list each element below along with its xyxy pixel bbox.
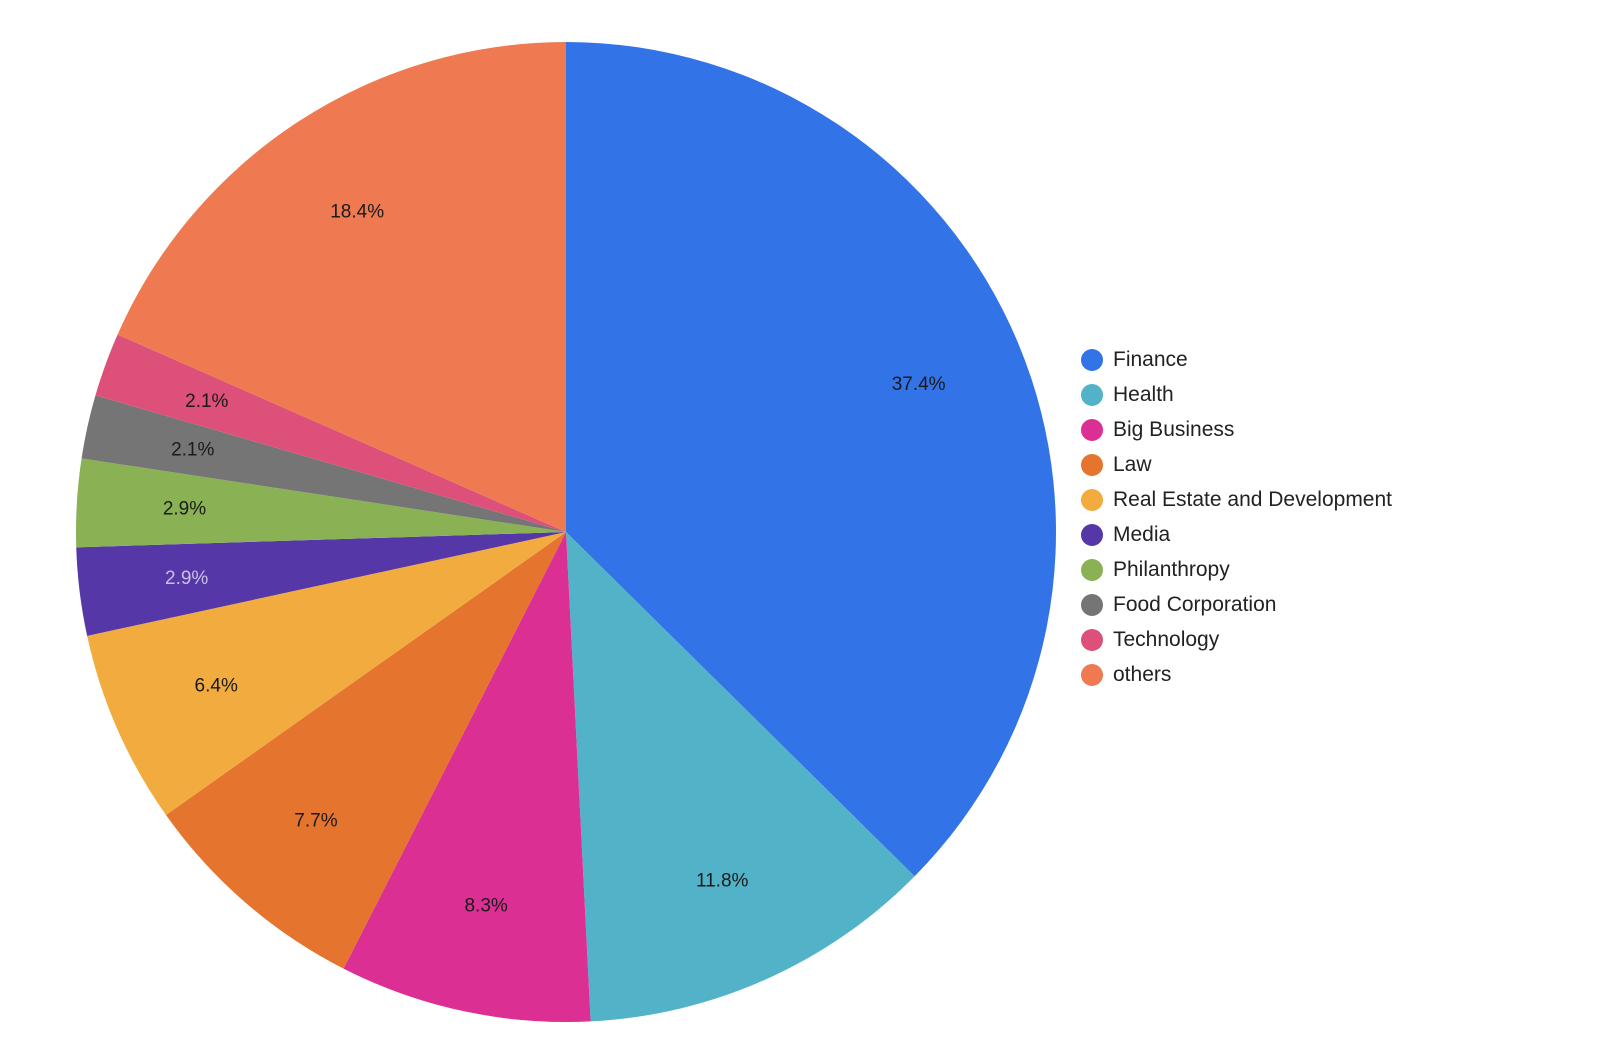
slice-value-label-food-corporation: 2.1% bbox=[171, 439, 214, 460]
legend-item-technology: Technology bbox=[1081, 622, 1392, 657]
pie-slice-real-estate-and-development bbox=[87, 532, 566, 816]
legend-swatch-others bbox=[1081, 663, 1103, 686]
legend-item-media: Media bbox=[1081, 517, 1392, 552]
legend-label-finance: Finance bbox=[1113, 347, 1188, 371]
legend-swatch-health bbox=[1081, 383, 1103, 406]
legend-item-philanthropy: Philanthropy bbox=[1081, 552, 1392, 587]
legend-swatch-finance bbox=[1081, 348, 1103, 371]
legend-label-health: Health bbox=[1113, 382, 1174, 406]
slice-value-label-big-business: 8.3% bbox=[464, 895, 507, 916]
chart-legend: Finance Health Big Business Law Real Estate … bbox=[1081, 342, 1392, 692]
slice-value-label-media: 2.9% bbox=[165, 568, 208, 589]
legend-item-others: others bbox=[1081, 657, 1392, 692]
legend-swatch-media bbox=[1081, 523, 1103, 546]
pie-slice-media bbox=[76, 532, 567, 636]
legend-label-philanthropy: Philanthropy bbox=[1113, 557, 1230, 581]
legend-label-others: others bbox=[1113, 662, 1172, 686]
pie-value-labels: 37.4% 11.8% 8.3% 7.7% 6.4% 2.9% 2.9% 2.1% 2.1% 18… bbox=[163, 201, 946, 916]
pie-slice-big-business bbox=[343, 532, 591, 1022]
legend-label-law: Law bbox=[1113, 452, 1152, 476]
slice-value-label-finance: 37.4% bbox=[892, 374, 946, 395]
slice-value-label-philanthropy: 2.9% bbox=[163, 499, 206, 520]
pie-slice-technology bbox=[95, 334, 567, 532]
legend-swatch-law bbox=[1081, 453, 1103, 476]
legend-item-real-estate-and-development: Real Estate and Development bbox=[1081, 482, 1392, 517]
legend-swatch-technology bbox=[1081, 628, 1103, 651]
legend-swatch-food-corporation bbox=[1081, 593, 1103, 616]
legend-item-health: Health bbox=[1081, 377, 1392, 412]
slice-value-label-law: 7.7% bbox=[294, 811, 337, 832]
pie-slice-food-corporation bbox=[81, 395, 566, 532]
pie-slice-finance bbox=[566, 42, 1056, 877]
legend-swatch-big-business bbox=[1081, 418, 1103, 441]
pie-slice-philanthropy bbox=[75, 458, 566, 548]
slice-value-label-real-estate-and-development: 6.4% bbox=[195, 675, 238, 696]
pie-slices bbox=[75, 42, 1056, 1022]
pie-slice-health bbox=[566, 532, 915, 1022]
legend-item-food-corporation: Food Corporation bbox=[1081, 587, 1392, 622]
legend-item-finance: Finance bbox=[1081, 342, 1392, 377]
legend-item-law: Law bbox=[1081, 447, 1392, 482]
legend-label-big-business: Big Business bbox=[1113, 417, 1235, 441]
legend-label-food-corporation: Food Corporation bbox=[1113, 592, 1277, 616]
slice-value-label-technology: 2.1% bbox=[185, 391, 228, 412]
legend-swatch-real-estate-and-development bbox=[1081, 488, 1103, 511]
legend-item-big-business: Big Business bbox=[1081, 412, 1392, 447]
pie-slice-others bbox=[117, 42, 566, 532]
legend-label-media: Media bbox=[1113, 522, 1171, 546]
slice-value-label-health: 11.8% bbox=[696, 870, 749, 891]
legend-swatch-philanthropy bbox=[1081, 558, 1103, 581]
slice-value-label-others: 18.4% bbox=[330, 201, 384, 222]
pie-slice-law bbox=[165, 532, 567, 969]
legend-label-real-estate-and-development: Real Estate and Development bbox=[1113, 487, 1392, 511]
legend-label-technology: Technology bbox=[1113, 627, 1220, 651]
